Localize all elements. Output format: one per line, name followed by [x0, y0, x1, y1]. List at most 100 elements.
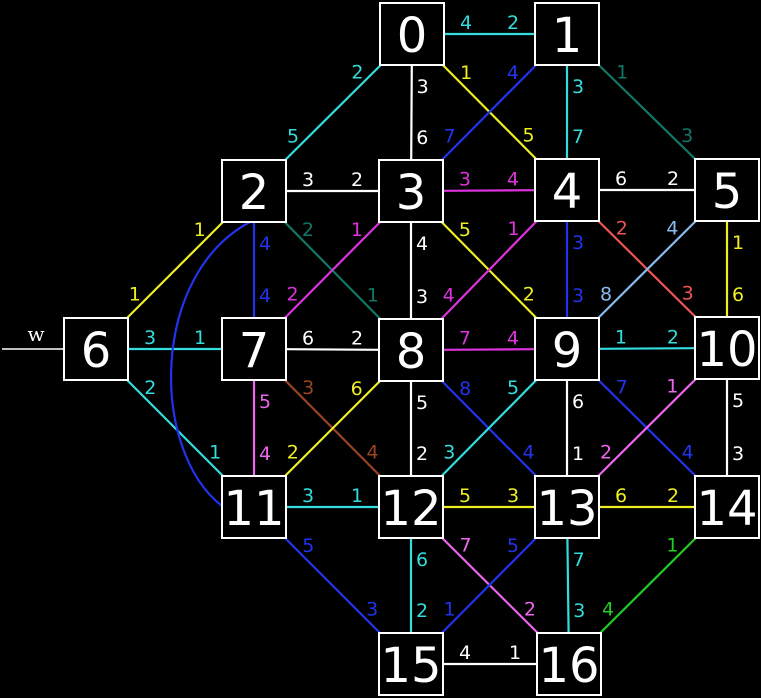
port-label-9-12-to: 3 [443, 442, 455, 464]
port-label-3-4-to: 4 [507, 168, 519, 190]
port-label-10-14-from: 5 [732, 390, 744, 412]
port-label-11-15-to: 3 [366, 599, 378, 621]
port-label-1-5-to: 3 [681, 125, 693, 147]
node-12[interactable]: 12 [379, 476, 443, 538]
port-label-5-9-to: 8 [600, 284, 612, 306]
port-label-13-14-from: 6 [615, 485, 627, 507]
node-4[interactable]: 4 [535, 159, 599, 221]
node-label-15: 15 [380, 638, 441, 694]
port-label-9-14-from: 7 [616, 377, 628, 399]
port-label-3-9-from: 5 [459, 219, 471, 241]
node-13[interactable]: 13 [535, 476, 599, 538]
port-label-7-8-to: 2 [351, 328, 363, 350]
node-label-6: 6 [81, 323, 112, 379]
port-label-6-7-to: 1 [194, 327, 206, 349]
port-label-6-7-from: 3 [144, 327, 156, 349]
port-label-2-6-from: 1 [194, 219, 206, 241]
node-2[interactable]: 2 [222, 160, 286, 222]
port-label-9-10-to: 2 [667, 326, 679, 348]
node-label-2: 2 [239, 165, 270, 221]
port-label-9-10-from: 1 [615, 327, 627, 349]
port-label-2-8-to: 1 [367, 285, 379, 307]
node-15[interactable]: 15 [379, 633, 443, 695]
port-label-10-13-from: 1 [666, 376, 678, 398]
port-label-8-9-from: 7 [459, 328, 471, 350]
node-3[interactable]: 3 [379, 160, 443, 222]
input-layer: w [2, 322, 65, 349]
port-label-8-11-to: 2 [287, 442, 299, 464]
node-label-8: 8 [396, 324, 427, 380]
edge-2-6 [127, 222, 223, 318]
node-label-1: 1 [552, 8, 583, 64]
port-label-10-13-to: 2 [600, 442, 612, 464]
port-label-3-9-to: 2 [523, 284, 535, 306]
port-label-4-8-to: 4 [443, 285, 455, 307]
node-16[interactable]: 16 [537, 633, 601, 695]
port-label-15-16-from: 4 [459, 642, 471, 664]
node-label-3: 3 [396, 165, 427, 221]
edge-7-8 [286, 349, 379, 350]
edge-13-16 [567, 538, 568, 633]
node-1[interactable]: 1 [535, 3, 599, 65]
port-label-12-13-from: 5 [459, 485, 471, 507]
node-label-5: 5 [712, 164, 743, 220]
port-label-7-11-from: 5 [259, 391, 271, 413]
node-14[interactable]: 14 [695, 476, 759, 538]
port-label-8-9-to: 4 [507, 327, 519, 349]
node-label-14: 14 [696, 481, 757, 537]
node-label-0: 0 [397, 8, 428, 64]
port-label-5-9-from: 4 [666, 218, 678, 240]
port-label-12-13-to: 3 [507, 485, 519, 507]
port-label-15-16-to: 1 [509, 642, 521, 664]
node-label-16: 16 [538, 638, 599, 694]
port-label-3-7-from: 1 [351, 219, 363, 241]
port-label-9-14-to: 4 [682, 442, 694, 464]
port-label-7-11-to: 4 [259, 443, 271, 465]
port-label-2-7-to: 4 [259, 285, 271, 307]
port-label-5-10-to: 6 [732, 284, 744, 306]
node-8[interactable]: 8 [379, 319, 443, 381]
node-9[interactable]: 9 [535, 318, 599, 380]
edge-3-4 [443, 190, 535, 191]
port-label-14-16-from: 1 [666, 535, 678, 557]
node-label-4: 4 [552, 164, 583, 220]
node-11[interactable]: 11 [222, 476, 286, 538]
port-label-7-12-from: 3 [302, 377, 314, 399]
port-label-11-12-to: 1 [351, 485, 363, 507]
port-label-6-11-to: 1 [209, 442, 221, 464]
node-label-9: 9 [552, 323, 583, 379]
node-label-10: 10 [696, 322, 757, 378]
node-label-13: 13 [536, 481, 597, 537]
port-label-3-7-to: 2 [286, 284, 298, 306]
node-0[interactable]: 0 [380, 3, 444, 65]
port-label-12-16-from: 7 [460, 535, 472, 557]
port-label-7-8-from: 6 [302, 327, 314, 349]
port-label-1-5-from: 1 [616, 61, 628, 83]
port-label-13-15-to: 1 [443, 599, 455, 621]
port-label-1-4-to: 7 [572, 126, 584, 148]
port-label-2-3-from: 3 [302, 169, 314, 191]
port-label-11-15-from: 5 [302, 535, 314, 557]
port-label-1-3-from: 4 [507, 62, 519, 84]
port-label-3-8-to: 3 [416, 286, 428, 308]
port-label-14-16-to: 4 [602, 599, 614, 621]
edge-9-10 [599, 348, 695, 349]
port-label-5-10-from: 1 [732, 232, 744, 254]
port-label-0-1-to: 2 [507, 12, 519, 34]
port-label-8-12-from: 5 [416, 392, 428, 414]
node-7[interactable]: 7 [222, 318, 286, 380]
port-label-3-4-from: 3 [459, 169, 471, 191]
port-label-13-16-from: 7 [573, 549, 585, 571]
node-6[interactable]: 6 [64, 318, 128, 380]
node-5[interactable]: 5 [695, 159, 759, 221]
port-label-4-8-from: 1 [507, 218, 519, 240]
port-label-13-16-to: 3 [573, 600, 585, 622]
port-label-8-12-to: 2 [416, 443, 428, 465]
port-label-3-8-from: 4 [416, 233, 428, 255]
node-10[interactable]: 10 [695, 317, 759, 379]
port-label-13-15-from: 5 [507, 535, 519, 557]
port-label-9-13-to: 1 [572, 443, 584, 465]
input-label: w [27, 322, 44, 346]
port-label-12-16-to: 2 [524, 599, 536, 621]
edge-14-16 [600, 538, 696, 633]
